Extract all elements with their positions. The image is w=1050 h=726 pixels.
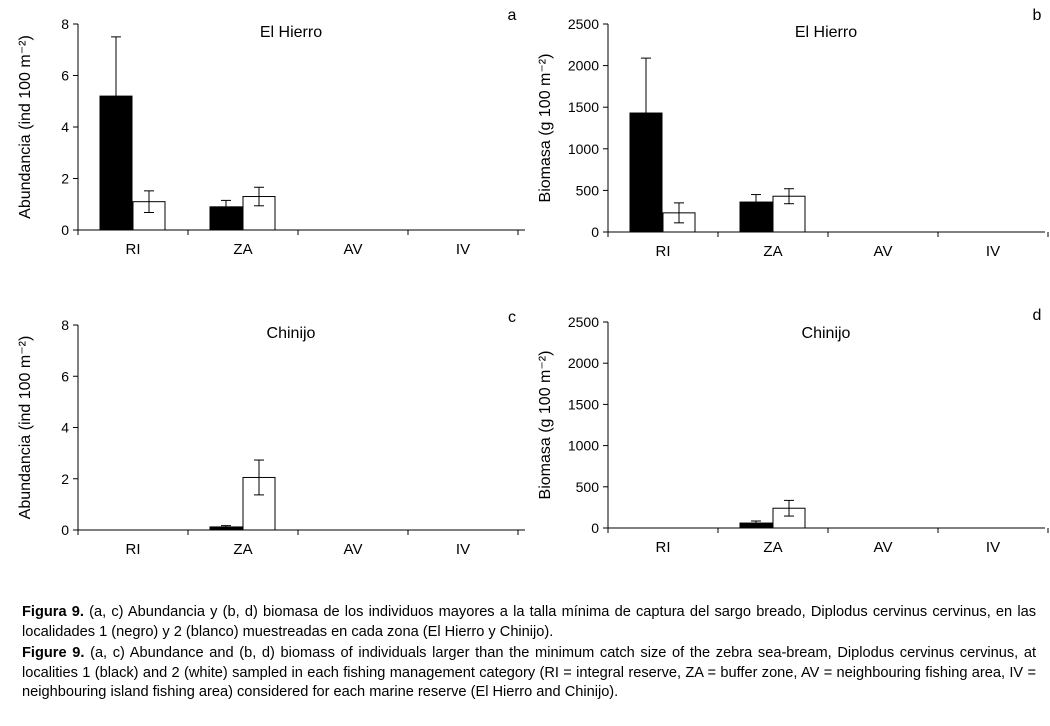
y-tick-label: 2000 [568, 58, 599, 74]
category-label: ZA [233, 241, 252, 258]
y-tick-label: 0 [591, 224, 599, 240]
y-axis-label: Biomasa (g 100 m⁻²) [537, 351, 554, 500]
category-label: RI [126, 541, 141, 558]
y-tick-label: 0 [61, 222, 69, 238]
chart-title: Chinijo [802, 325, 851, 342]
caption-es-text: (a, c) Abundancia y (b, d) biomasa de lo… [22, 604, 1036, 640]
category-label: ZA [233, 541, 252, 558]
chart-panel-c: 0 2 4 6 8 RI ZA AV IV Chinijo c Abundancia (ind 100… [17, 309, 525, 558]
caption-es-label: Figura 9. [22, 604, 84, 620]
y-tick-label: 4 [61, 420, 69, 436]
y-tick-label: 2 [61, 471, 69, 487]
panel-letter: d [1033, 307, 1042, 324]
category-label: IV [986, 539, 1000, 556]
caption-english: Figure 9. (a, c) Abundance and (b, d) bi… [22, 644, 1036, 703]
caption-en-text: (a, c) Abundance and (b, d) biomass of i… [22, 645, 1037, 700]
y-tick-label: 0 [61, 522, 69, 538]
category-label: AV [874, 539, 893, 556]
category-label: ZA [763, 243, 782, 260]
chart-panel-a: 0 2 4 6 8 RI ZA AV IV El Hierro a Abundancia (ind 1… [17, 7, 525, 258]
y-tick-label: 0 [591, 520, 599, 536]
category-label: AV [344, 241, 363, 258]
panel-letter: a [508, 7, 517, 24]
category-label: IV [456, 241, 470, 258]
category-label: RI [656, 243, 671, 260]
y-axis-label: Abundancia (ind 100 m⁻²) [17, 35, 34, 219]
category-label: RI [656, 539, 671, 556]
y-axis-label: Biomasa (g 100 m⁻²) [537, 54, 554, 203]
y-tick-label: 1000 [568, 438, 599, 454]
y-tick-label: 2000 [568, 355, 599, 371]
chart-panel-d: 0 500 1000 1500 2000 2500 RI ZA AV IV Chinijo d Biom… [537, 307, 1049, 556]
figure-caption: Figura 9. (a, c) Abundancia y (b, d) bio… [22, 603, 1036, 705]
y-tick-label: 8 [61, 16, 69, 32]
caption-spanish: Figura 9. (a, c) Abundancia y (b, d) bio… [22, 603, 1036, 642]
panel-letter: c [508, 309, 516, 326]
category-label: IV [986, 243, 1000, 260]
figure-charts: 0 2 4 6 8 RI ZA AV IV El Hierro a Abundancia (ind 1… [17, 7, 1049, 558]
y-tick-label: 500 [576, 182, 600, 198]
chart-title: El Hierro [260, 24, 322, 41]
y-tick-label: 1500 [568, 396, 599, 412]
y-tick-label: 500 [576, 479, 600, 495]
chart-title: Chinijo [267, 325, 316, 342]
y-tick-label: 2500 [568, 314, 599, 330]
caption-en-label: Figure 9. [22, 645, 85, 661]
category-label: AV [874, 243, 893, 260]
y-tick-label: 6 [61, 368, 69, 384]
y-tick-label: 1000 [568, 141, 599, 157]
y-tick-label: 4 [61, 119, 69, 135]
category-label: AV [344, 541, 363, 558]
category-label: RI [126, 241, 141, 258]
panel-letter: b [1033, 7, 1042, 24]
chart-panel-b: 0 500 1000 1500 2000 2500 RI ZA AV IV El Hierro b Bi… [537, 7, 1049, 260]
y-tick-label: 2500 [568, 16, 599, 32]
y-tick-label: 6 [61, 68, 69, 84]
y-tick-label: 8 [61, 317, 69, 333]
y-tick-label: 1500 [568, 99, 599, 115]
y-axis-label: Abundancia (ind 100 m⁻²) [17, 336, 34, 520]
y-tick-label: 2 [61, 171, 69, 187]
category-label: IV [456, 541, 470, 558]
chart-title: El Hierro [795, 24, 857, 41]
category-label: ZA [763, 539, 782, 556]
